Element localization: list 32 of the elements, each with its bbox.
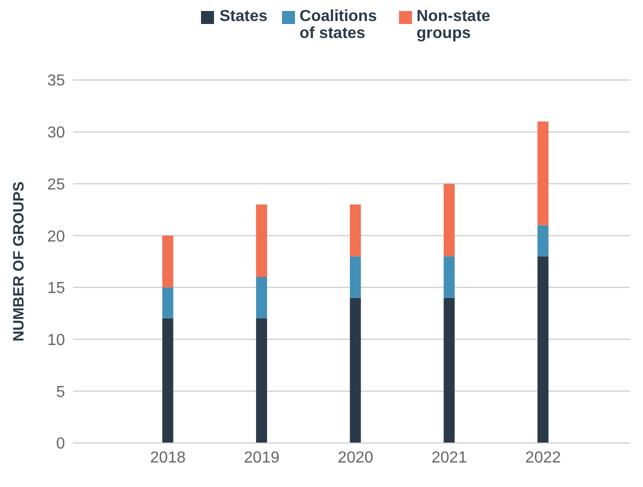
y-tick-label: 10 (47, 332, 66, 349)
x-tick-label: 2019 (244, 449, 280, 466)
y-tick-label: 30 (47, 124, 66, 142)
bar (444, 256, 455, 298)
y-tick-label: 5 (56, 384, 66, 401)
y-tick-label: 25 (47, 176, 66, 194)
bar (444, 184, 455, 256)
y-tick-label: 15 (47, 280, 66, 298)
bar (537, 256, 548, 443)
legend-label: States (219, 8, 268, 25)
bar (350, 204, 361, 256)
y-tick-label: 0 (56, 436, 66, 453)
x-tick-label: 2018 (150, 449, 186, 466)
bar (256, 204, 268, 278)
y-tick-label: 20 (47, 228, 66, 246)
legend-label: Non-state groups (416, 8, 492, 42)
bar (256, 318, 268, 443)
bar (256, 277, 268, 319)
bar (537, 225, 548, 256)
bar (444, 298, 455, 443)
bar (162, 236, 174, 288)
legend-label: Coalitions of states (300, 8, 378, 42)
x-tick-label: 2021 (432, 449, 468, 466)
y-tick-label: 35 (47, 72, 66, 90)
x-tick-label: 2020 (338, 449, 374, 466)
bar (537, 121, 548, 226)
bar (350, 298, 361, 443)
bar (162, 318, 174, 443)
bar (350, 256, 361, 298)
x-tick-label: 2022 (525, 449, 561, 466)
bar (162, 287, 174, 319)
y-axis-title: NUMBER OF GROUPS (10, 181, 28, 342)
